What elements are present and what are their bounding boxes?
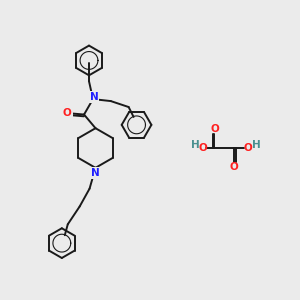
Text: N: N [91, 168, 100, 178]
Text: O: O [230, 162, 239, 172]
Text: N: N [90, 92, 98, 102]
Text: O: O [63, 108, 72, 118]
Text: H: H [252, 140, 260, 150]
Text: H: H [191, 140, 200, 150]
Text: O: O [210, 124, 219, 134]
Text: O: O [198, 143, 207, 153]
Text: O: O [244, 143, 253, 153]
